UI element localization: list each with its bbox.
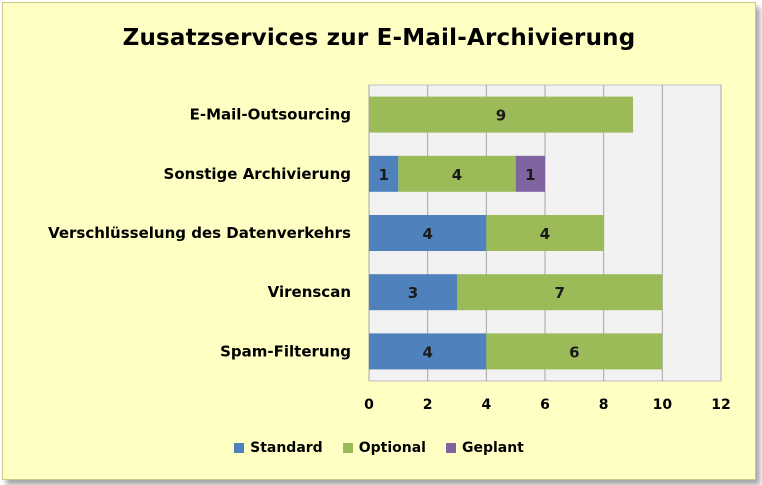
category-label: Sonstige Archivierung	[164, 165, 351, 183]
category-label: Verschlüsselung des Datenverkehrs	[48, 224, 351, 242]
x-tick-label: 10	[653, 397, 673, 413]
legend-label: Geplant	[461, 440, 524, 456]
legend-item: Optional	[342, 440, 426, 456]
legend-label: Optional	[358, 440, 426, 456]
x-tick-label: 12	[711, 397, 730, 413]
x-tick-label: 2	[423, 397, 433, 413]
chart-frame: Zusatzservices zur E-Mail-Archivierung 0…	[2, 2, 756, 480]
bar-geplant	[515, 155, 545, 192]
x-tick-label: 4	[481, 397, 491, 413]
legend-swatch	[342, 443, 353, 453]
chart-title: Zusatzservices zur E-Mail-Archivierung	[122, 25, 636, 51]
data-label: 1	[378, 166, 388, 184]
bar-standard	[369, 333, 487, 370]
bar-optional	[486, 333, 663, 370]
legend-item: Standard	[234, 440, 323, 456]
bar-optional	[486, 215, 604, 251]
x-tick-label: 8	[599, 397, 609, 413]
data-label: 4	[422, 225, 432, 243]
data-label: 9	[496, 107, 506, 125]
legend-label: Standard	[250, 440, 323, 456]
category-label: Virenscan	[268, 283, 351, 301]
data-label: 1	[525, 166, 535, 184]
data-label: 7	[554, 284, 564, 302]
bar-standard	[369, 155, 399, 192]
legend-swatch	[234, 443, 245, 453]
bar-optional	[398, 155, 516, 192]
bar-optional	[457, 274, 663, 311]
data-label: 4	[422, 343, 432, 361]
bar-optional	[369, 96, 633, 133]
bar-standard	[369, 215, 487, 251]
x-tick-label: 0	[364, 397, 374, 413]
data-label: 4	[452, 166, 462, 184]
category-label: Spam-Filterung	[220, 342, 351, 360]
data-label: 4	[540, 225, 550, 243]
legend-item: Geplant	[445, 440, 524, 456]
data-label: 3	[408, 284, 418, 302]
legend: Standard Optional Geplant	[3, 440, 755, 456]
bar-standard	[369, 274, 457, 311]
legend-swatch	[445, 443, 456, 453]
category-label: E-Mail-Outsourcing	[190, 106, 351, 124]
data-label: 6	[569, 343, 579, 361]
x-tick-label: 6	[540, 397, 550, 413]
bar-chart: 0 2 4 6 8 10 12 E-Mail-Outsourcing 9 Sonstige Arc…	[48, 84, 731, 413]
